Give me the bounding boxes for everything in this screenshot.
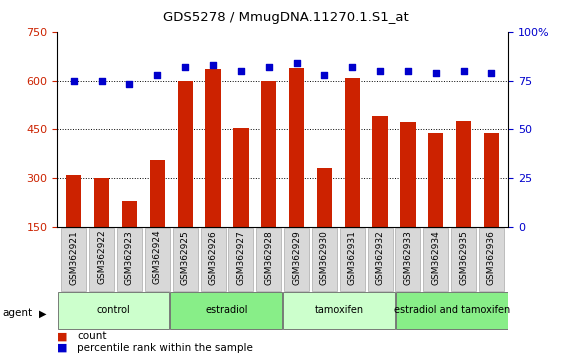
- Bar: [428, 133, 444, 227]
- Bar: [400, 122, 416, 227]
- FancyBboxPatch shape: [395, 228, 420, 291]
- FancyBboxPatch shape: [284, 228, 309, 291]
- Point: [97, 78, 106, 83]
- Text: ■: ■: [57, 343, 67, 353]
- Text: GSM362921: GSM362921: [69, 230, 78, 285]
- Bar: [484, 133, 499, 227]
- Text: GSM362936: GSM362936: [487, 230, 496, 285]
- Bar: [345, 78, 360, 227]
- FancyBboxPatch shape: [200, 228, 226, 291]
- Point: [153, 72, 162, 78]
- Bar: [372, 116, 388, 227]
- FancyBboxPatch shape: [117, 228, 142, 291]
- Point: [292, 60, 301, 66]
- Text: GDS5278 / MmugDNA.11270.1.S1_at: GDS5278 / MmugDNA.11270.1.S1_at: [163, 11, 408, 24]
- Text: GSM362931: GSM362931: [348, 230, 357, 285]
- FancyBboxPatch shape: [283, 292, 395, 329]
- Bar: [289, 68, 304, 227]
- Point: [376, 68, 385, 74]
- FancyBboxPatch shape: [145, 228, 170, 291]
- Text: GSM362935: GSM362935: [459, 230, 468, 285]
- Bar: [206, 69, 220, 227]
- Text: agent: agent: [3, 308, 33, 318]
- Text: estradiol: estradiol: [205, 305, 247, 315]
- Text: ▶: ▶: [39, 308, 46, 318]
- Point: [69, 78, 78, 83]
- Point: [320, 72, 329, 78]
- Bar: [122, 201, 137, 227]
- Bar: [317, 168, 332, 227]
- Text: ■: ■: [57, 331, 67, 341]
- Point: [236, 68, 246, 74]
- FancyBboxPatch shape: [479, 228, 504, 291]
- Point: [403, 68, 412, 74]
- Text: tamoxifen: tamoxifen: [315, 305, 364, 315]
- Text: GSM362932: GSM362932: [376, 230, 385, 285]
- FancyBboxPatch shape: [172, 228, 198, 291]
- Text: estradiol and tamoxifen: estradiol and tamoxifen: [393, 305, 510, 315]
- Bar: [178, 80, 193, 227]
- Text: GSM362922: GSM362922: [97, 230, 106, 285]
- FancyBboxPatch shape: [312, 228, 337, 291]
- Text: GSM362928: GSM362928: [264, 230, 273, 285]
- FancyBboxPatch shape: [89, 228, 114, 291]
- Text: GSM362933: GSM362933: [404, 230, 412, 285]
- Bar: [94, 178, 109, 227]
- Bar: [261, 81, 276, 227]
- FancyBboxPatch shape: [58, 292, 170, 329]
- Text: percentile rank within the sample: percentile rank within the sample: [77, 343, 253, 353]
- Bar: [66, 175, 82, 227]
- Text: GSM362927: GSM362927: [236, 230, 246, 285]
- Text: GSM362926: GSM362926: [208, 230, 218, 285]
- Point: [348, 64, 357, 70]
- Point: [431, 70, 440, 76]
- FancyBboxPatch shape: [423, 228, 448, 291]
- Text: control: control: [96, 305, 130, 315]
- FancyBboxPatch shape: [170, 292, 282, 329]
- Point: [459, 68, 468, 74]
- Bar: [150, 160, 165, 227]
- Point: [487, 70, 496, 76]
- FancyBboxPatch shape: [340, 228, 365, 291]
- FancyBboxPatch shape: [256, 228, 282, 291]
- Text: count: count: [77, 331, 107, 341]
- FancyBboxPatch shape: [61, 228, 86, 291]
- Text: GSM362930: GSM362930: [320, 230, 329, 285]
- FancyBboxPatch shape: [396, 292, 508, 329]
- Point: [180, 64, 190, 70]
- FancyBboxPatch shape: [228, 228, 254, 291]
- Bar: [456, 121, 471, 227]
- Point: [264, 64, 274, 70]
- Bar: [233, 127, 248, 227]
- Point: [208, 62, 218, 68]
- Text: GSM362924: GSM362924: [153, 230, 162, 285]
- FancyBboxPatch shape: [368, 228, 393, 291]
- Text: GSM362934: GSM362934: [431, 230, 440, 285]
- Point: [125, 81, 134, 87]
- Text: GSM362929: GSM362929: [292, 230, 301, 285]
- Text: GSM362925: GSM362925: [180, 230, 190, 285]
- Text: GSM362923: GSM362923: [125, 230, 134, 285]
- FancyBboxPatch shape: [451, 228, 476, 291]
